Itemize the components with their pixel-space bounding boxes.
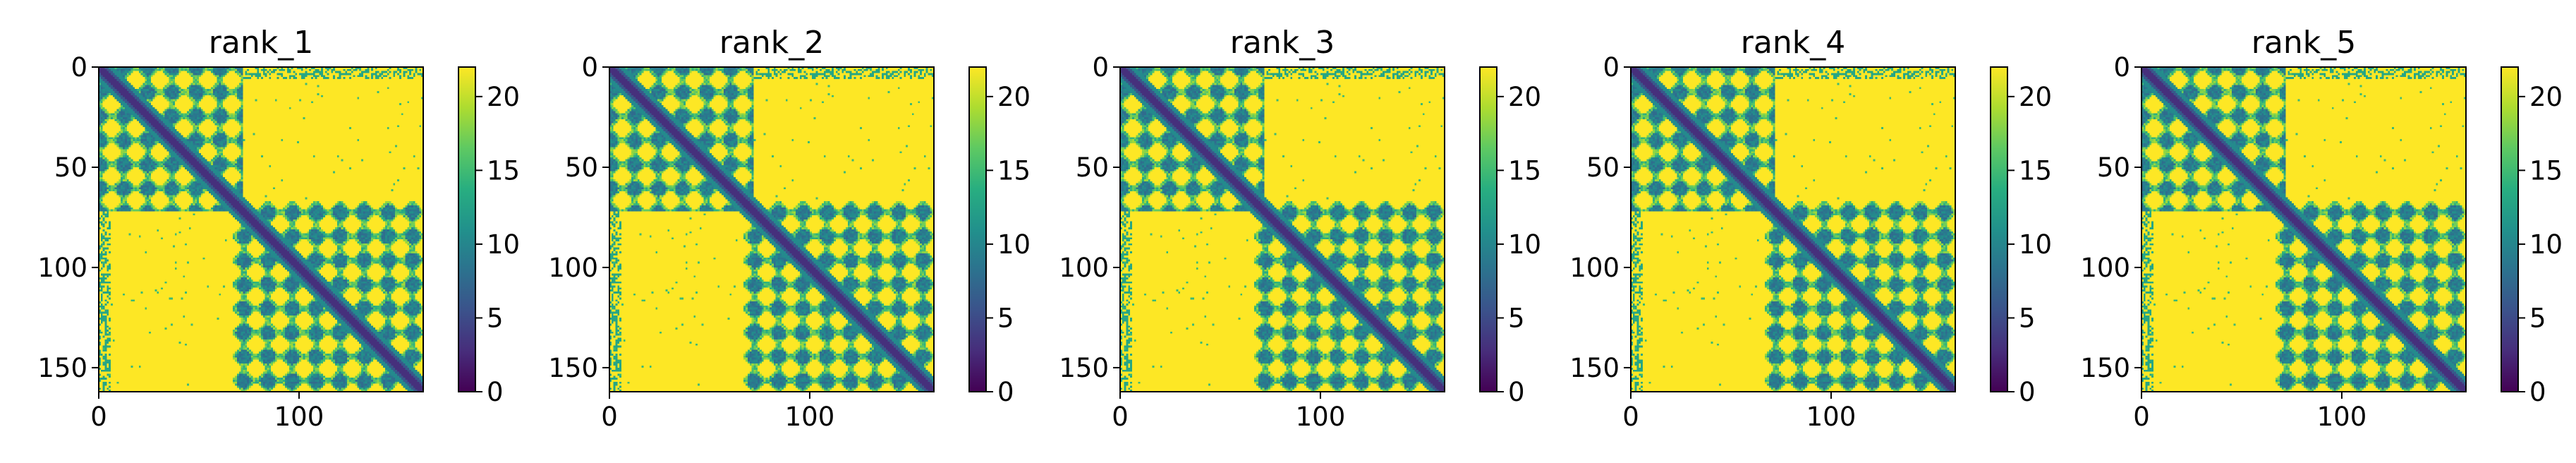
colorbar — [458, 67, 475, 392]
y-tick-label: 50 — [565, 152, 598, 183]
y-tick-label: 0 — [71, 52, 87, 83]
colorbar-tick-label: 15 — [487, 155, 520, 186]
chart-title: rank_4 — [1741, 25, 1845, 61]
colorbar-tick-label: 10 — [487, 229, 520, 260]
y-tick-label: 0 — [2113, 52, 2130, 83]
y-tick-label: 150 — [2080, 353, 2130, 383]
colorbar-tick-label: 15 — [2019, 155, 2052, 186]
colorbar-tick-label: 0 — [2019, 377, 2036, 407]
colorbar-frame — [2501, 66, 2519, 392]
colorbar-tick-label: 20 — [997, 82, 1031, 112]
y-tick-label: 50 — [2097, 152, 2130, 183]
y-tick-label: 0 — [1603, 52, 1620, 83]
y-tick-label: 100 — [37, 253, 87, 283]
colorbar — [1991, 67, 2007, 392]
axes-frame — [609, 66, 935, 392]
x-tick-label: 0 — [601, 402, 618, 432]
colorbar-tick-label: 15 — [1508, 155, 1541, 186]
y-tick-label: 100 — [1569, 253, 1620, 283]
colorbar — [969, 67, 986, 392]
x-tick-label: 100 — [785, 402, 835, 432]
colorbar-tick-label: 5 — [2529, 303, 2546, 333]
colorbar-tick-label: 10 — [2529, 229, 2563, 260]
chart-title: rank_2 — [719, 25, 824, 61]
colorbar-tick-label: 15 — [2529, 155, 2563, 186]
x-tick-label: 100 — [1806, 402, 1857, 432]
axes-frame — [2141, 66, 2467, 392]
y-tick-label: 50 — [54, 152, 87, 183]
colorbar-tick-label: 20 — [1508, 82, 1541, 112]
chart-title: rank_3 — [1230, 25, 1335, 61]
colorbar-tick-label: 10 — [2019, 229, 2052, 260]
colorbar-frame — [458, 66, 476, 392]
colorbar-frame — [968, 66, 987, 392]
x-tick-label: 0 — [2133, 402, 2150, 432]
chart-title: rank_1 — [209, 25, 313, 61]
x-tick-label: 0 — [1622, 402, 1639, 432]
colorbar-tick-label: 0 — [1508, 377, 1525, 407]
heatmap-image — [1120, 67, 1445, 392]
y-tick-label: 0 — [581, 52, 598, 83]
x-tick-label: 100 — [274, 402, 324, 432]
colorbar-tick-label: 15 — [997, 155, 1031, 186]
colorbar-tick-label: 0 — [997, 377, 1014, 407]
y-tick-label: 0 — [1092, 52, 1109, 83]
x-tick-label: 0 — [1112, 402, 1129, 432]
y-tick-label: 50 — [1076, 152, 1109, 183]
colorbar-tick-label: 20 — [2019, 82, 2052, 112]
colorbar-tick-label: 5 — [997, 303, 1014, 333]
y-tick-label: 150 — [548, 353, 598, 383]
y-tick-label: 100 — [548, 253, 598, 283]
chart-title: rank_5 — [2252, 25, 2356, 61]
colorbar-tick-label: 0 — [2529, 377, 2546, 407]
x-tick-label: 100 — [2317, 402, 2367, 432]
x-tick-label: 0 — [90, 402, 107, 432]
colorbar-tick-label: 20 — [487, 82, 520, 112]
colorbar-tick-label: 20 — [2529, 82, 2563, 112]
colorbar-tick-label: 5 — [2019, 303, 2036, 333]
x-tick-label: 100 — [1296, 402, 1346, 432]
axes-frame — [1630, 66, 1956, 392]
heatmap-image — [99, 67, 423, 392]
axes-frame — [1119, 66, 1445, 392]
heatmap-image — [609, 67, 934, 392]
colorbar-frame — [1990, 66, 2008, 392]
heatmap-image — [1631, 67, 1955, 392]
colorbar — [2501, 67, 2518, 392]
colorbar-tick-label: 10 — [997, 229, 1031, 260]
y-tick-label: 150 — [37, 353, 87, 383]
colorbar-tick-label: 5 — [1508, 303, 1525, 333]
y-tick-label: 50 — [1586, 152, 1620, 183]
colorbar-frame — [1479, 66, 1497, 392]
colorbar — [1480, 67, 1497, 392]
y-tick-label: 100 — [2080, 253, 2130, 283]
colorbar-tick-label: 10 — [1508, 229, 1541, 260]
axes-frame — [98, 66, 424, 392]
colorbar-tick-label: 0 — [487, 377, 504, 407]
y-tick-label: 100 — [1059, 253, 1109, 283]
y-tick-label: 150 — [1059, 353, 1109, 383]
heatmap-image — [2141, 67, 2466, 392]
colorbar-tick-label: 5 — [487, 303, 504, 333]
y-tick-label: 150 — [1569, 353, 1620, 383]
